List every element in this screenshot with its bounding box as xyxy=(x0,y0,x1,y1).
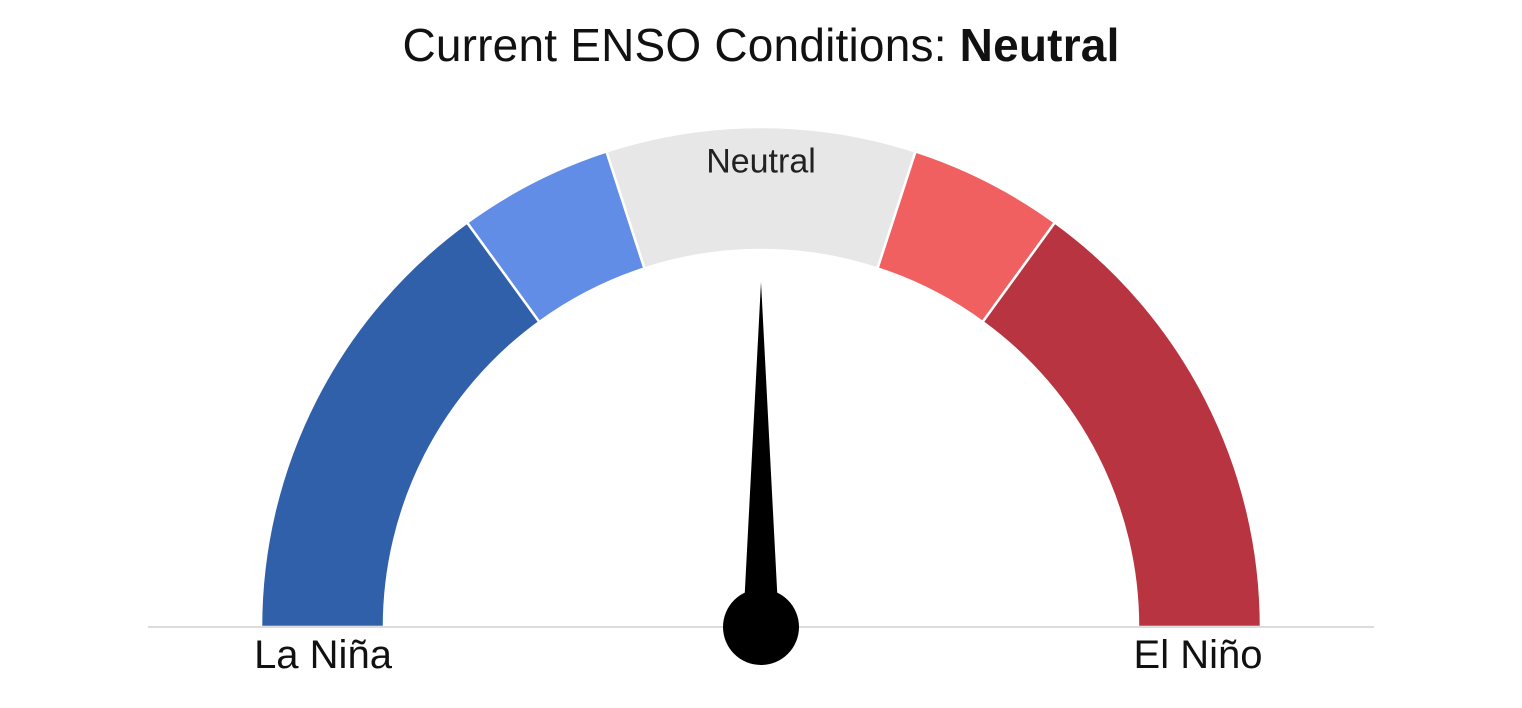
gauge-needle xyxy=(743,282,779,627)
la-nina-label: La Niña xyxy=(254,633,393,677)
gauge-segments: Neutral xyxy=(259,125,1263,629)
gauge-segment-4 xyxy=(980,220,1263,629)
chart-title: Current ENSO Conditions: Neutral xyxy=(0,18,1522,72)
title-status: Neutral xyxy=(959,19,1120,71)
needle-hub xyxy=(723,589,799,665)
gauge-segment-0 xyxy=(259,220,542,629)
needle-group xyxy=(723,282,799,665)
title-prefix: Current ENSO Conditions: xyxy=(402,19,947,71)
segment-label-2: Neutral xyxy=(706,143,816,181)
el-nino-label: El Niño xyxy=(1134,633,1263,677)
